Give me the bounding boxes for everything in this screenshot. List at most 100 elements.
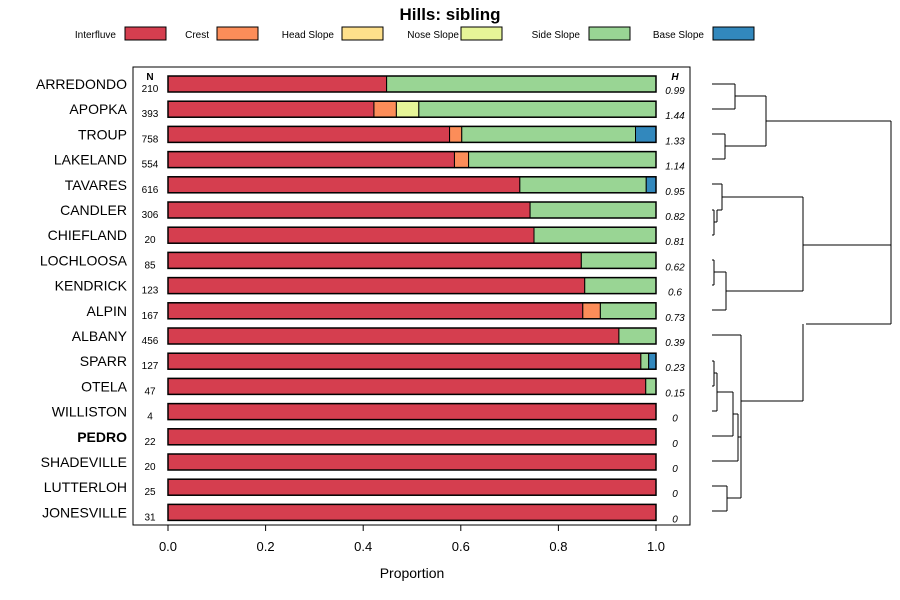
h-value: 0.15 [665, 388, 685, 399]
bar-rows: ARREDONDO 210 0.99 APOPKA 393 1.44 TROUP 758 1.3… [36, 75, 685, 525]
n-value: 22 [144, 437, 156, 448]
row-label-alpin: ALPIN [87, 303, 127, 319]
bar-outline [167, 377, 657, 396]
bar-segment-interfluve [167, 251, 582, 269]
bar-row-lakeland: LAKELAND 554 1.14 [54, 150, 685, 173]
plot-frame [132, 66, 691, 526]
row-label-chiefland: CHIEFLAND [48, 227, 127, 243]
bar-outline [167, 251, 657, 270]
row-label-jonesville: JONESVILLE [42, 504, 127, 520]
bar-segment-side-slope [645, 377, 657, 395]
bar-segment-side-slope [519, 176, 647, 194]
h-value: 0 [672, 489, 678, 500]
bar-segment-interfluve [167, 125, 451, 143]
bar-outline [167, 150, 657, 169]
legend-swatch-crest [216, 26, 259, 41]
bar-segment-interfluve [167, 327, 620, 345]
bar-outline [167, 201, 657, 219]
bar-row-jonesville: JONESVILLE 31 0 [42, 503, 678, 525]
legend: Interfluve Crest Head Slope Nose Slope Side … [75, 26, 755, 41]
row-label-arredondo: ARREDONDO [36, 76, 127, 92]
bar-outline [167, 453, 657, 471]
legend-swatch-side-slope [588, 26, 631, 41]
row-label-candler: CANDLER [60, 202, 127, 218]
bar-segment-side-slope [418, 100, 657, 118]
n-value: 20 [144, 235, 156, 246]
bar-segment-side-slope [529, 201, 657, 219]
bar-segment-interfluve [167, 352, 642, 370]
row-label-williston: WILLISTON [52, 404, 127, 420]
h-value: 0 [672, 414, 678, 425]
row-label-pedro: PEDRO [77, 429, 127, 445]
row-label-otela: OTELA [81, 378, 128, 394]
n-column-header: N [146, 72, 153, 83]
bar-segment-interfluve [167, 277, 586, 295]
bar-row-lutterloh: LUTTERLOH 25 0 [44, 478, 678, 500]
n-value: 210 [142, 84, 159, 95]
bar-segment-base-slope [645, 176, 657, 194]
bar-row-candler: CANDLER 306 0.82 [60, 201, 685, 223]
x-tick-label: 0.6 [452, 539, 470, 554]
bar-segment-base-slope [648, 352, 657, 370]
bar-segment-side-slope [386, 75, 657, 93]
bar-segment-interfluve [167, 201, 531, 219]
bar-segment-interfluve [167, 453, 657, 471]
x-tick-label: 0.8 [549, 539, 567, 554]
n-value: 85 [144, 260, 156, 271]
n-value: 127 [142, 361, 159, 372]
bar-row-albany: ALBANY 456 0.39 [72, 327, 685, 349]
bar-segment-side-slope [580, 251, 657, 269]
bar-outline [167, 478, 657, 496]
legend-label-interfluve: Interfluve [75, 30, 117, 41]
legend-label-nose-slope: Nose Slope [407, 30, 459, 41]
row-label-troup: TROUP [78, 126, 127, 142]
bar-segment-crest [582, 302, 601, 320]
n-value: 123 [142, 286, 159, 297]
bar-segment-nose-slope [395, 100, 420, 118]
row-label-lakeland: LAKELAND [54, 152, 127, 168]
bar-segment-interfluve [167, 377, 647, 395]
bar-outline [167, 302, 657, 320]
bar-segment-interfluve [167, 302, 584, 320]
h-value: 0.99 [665, 86, 685, 97]
n-value: 47 [144, 386, 156, 397]
bar-segment-interfluve [167, 478, 657, 496]
h-value: 0 [672, 514, 678, 525]
bar-row-shadeville: SHADEVILLE 20 0 [41, 453, 678, 475]
x-tick-label: 0.0 [159, 539, 177, 554]
bar-segment-side-slope [640, 352, 650, 370]
bar-segment-side-slope [461, 125, 637, 143]
bar-row-sparr: SPARR 127 0.23 [80, 352, 685, 374]
n-value: 758 [142, 134, 159, 145]
row-label-albany: ALBANY [72, 328, 128, 344]
n-value: 616 [142, 185, 159, 196]
bar-segment-crest [373, 100, 397, 118]
dendrogram [712, 83, 892, 512]
x-tick-label: 0.2 [257, 539, 275, 554]
bar-row-lochloosa: LOCHLOOSA 85 0.62 [40, 251, 685, 273]
bar-outline [167, 75, 657, 93]
n-value: 25 [144, 487, 156, 498]
bar-row-pedro: PEDRO 22 0 [77, 428, 678, 450]
bar-outline [167, 327, 657, 345]
h-value: 0.39 [665, 338, 685, 349]
bar-row-apopka: APOPKA 393 1.44 [69, 100, 685, 122]
bar-row-arredondo: ARREDONDO 210 0.99 [36, 75, 685, 97]
row-label-kendrick: KENDRICK [55, 278, 128, 294]
n-value: 554 [142, 160, 159, 171]
chart-title: Hills: sibling [399, 5, 500, 24]
bar-outline [167, 226, 657, 244]
bar-row-tavares: TAVARES 616 0.95 [65, 176, 685, 198]
bar-outline [167, 125, 657, 144]
bar-segment-base-slope [635, 125, 657, 143]
bar-outline [167, 503, 657, 522]
bar-outline [167, 276, 657, 295]
bar-segment-side-slope [533, 226, 657, 244]
legend-swatch-nose-slope [460, 26, 503, 41]
bar-outline [167, 428, 657, 446]
bar-segment-interfluve [167, 151, 455, 169]
h-value: 0.81 [665, 237, 684, 248]
n-value: 4 [147, 412, 153, 423]
h-value: 1.14 [665, 162, 685, 173]
